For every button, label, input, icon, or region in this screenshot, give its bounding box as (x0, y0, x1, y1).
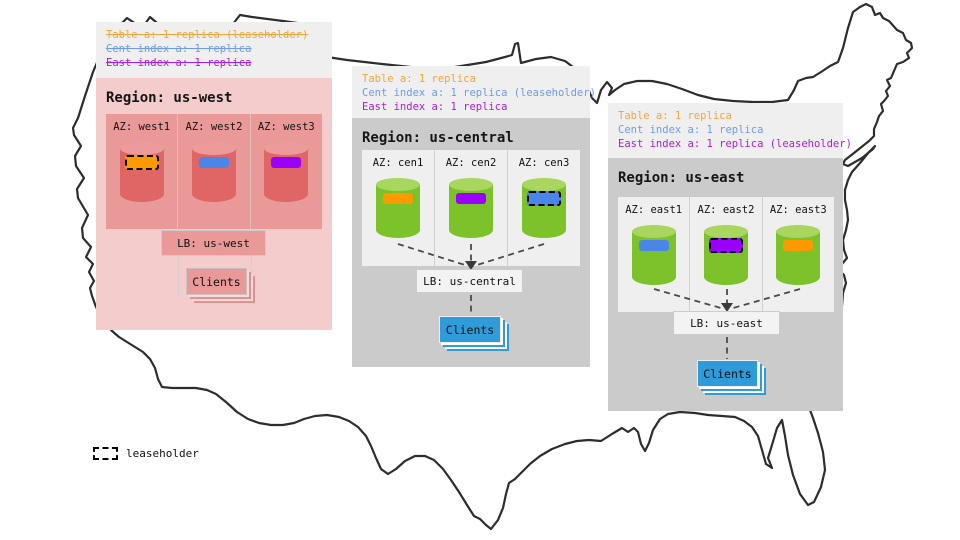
database-cylinder (191, 142, 236, 202)
annotation-line: East index a: 1 replica (leaseholder) (618, 138, 852, 150)
az-group-us-central: AZ: cen1 AZ: cen2 AZ: (362, 150, 580, 266)
cylinder-top (376, 178, 420, 191)
connector-line (251, 229, 252, 298)
legend: leaseholder (93, 447, 199, 460)
az-east2: AZ: east2 (689, 197, 761, 312)
annotation-line: East index a: 1 replica (106, 57, 252, 69)
replica-chip (638, 240, 669, 251)
cylinder-top (264, 142, 309, 155)
region-box-us-west: Region: us-west AZ: west1 AZ: west2 (96, 78, 332, 330)
replica-annotation-us-central: Table a: 1 replica Cent index a: 1 repli… (352, 66, 596, 118)
az-group-us-west: AZ: west1 AZ: west2 AZ (106, 114, 322, 229)
region-title: Region: us-east (618, 170, 745, 186)
az-west3: AZ: west3 (249, 114, 322, 229)
connector-line (178, 229, 179, 298)
az-label: AZ: west1 (113, 121, 171, 133)
replica-chip (383, 193, 413, 204)
database-cylinder (264, 142, 309, 202)
replica-chip (198, 157, 229, 168)
annotation-line: Table a: 1 replica (618, 110, 732, 122)
az-label: AZ: cen1 (372, 157, 424, 169)
az-west1: AZ: west1 (106, 114, 177, 229)
replica-chip (783, 240, 814, 251)
cylinder-top (522, 178, 566, 191)
cylinder-top (449, 178, 493, 191)
database-cylinder (776, 225, 821, 285)
az-west2: AZ: west2 (177, 114, 249, 229)
az-label: AZ: west3 (257, 121, 315, 133)
region-us-west: Table a: 1 replica (leaseholder) Cent in… (96, 22, 332, 330)
load-balancer-us-west: LB: us-west (161, 230, 266, 256)
leaseholder-replica-chip (708, 238, 743, 253)
region-us-central: Table a: 1 replica Cent index a: 1 repli… (352, 66, 596, 367)
leaseholder-replica-chip (527, 191, 561, 206)
database-cylinder (119, 142, 164, 202)
region-box-us-east: Region: us-east AZ: east1 AZ: east2 (608, 158, 843, 411)
region-us-east: Table a: 1 replica Cent index a: 1 repli… (608, 103, 852, 411)
az-label: AZ: cen2 (445, 157, 497, 169)
az-label: AZ: east1 (625, 204, 683, 216)
database-cylinder (631, 225, 676, 285)
annotation-line: Cent index a: 1 replica (618, 124, 764, 136)
leaseholder-swatch-icon (93, 447, 118, 460)
replica-annotation-us-west: Table a: 1 replica (leaseholder) Cent in… (96, 22, 332, 78)
az-cen1: AZ: cen1 (362, 150, 434, 266)
replica-chip (456, 193, 486, 204)
az-east1: AZ: east1 (618, 197, 689, 312)
az-label: AZ: west2 (185, 121, 243, 133)
az-label: AZ: east3 (769, 204, 827, 216)
az-cen3: AZ: cen3 (507, 150, 580, 266)
region-title: Region: us-central (362, 130, 514, 146)
legend-label: leaseholder (126, 447, 199, 460)
load-balancer-us-east: LB: us-east (673, 311, 780, 335)
cylinder-top (191, 142, 236, 155)
annotation-line: Table a: 1 replica (362, 73, 476, 85)
az-label: AZ: east2 (697, 204, 755, 216)
clients-box-us-east: Clients (697, 360, 758, 387)
clients-box-us-central: Clients (439, 316, 501, 343)
az-cen2: AZ: cen2 (434, 150, 507, 266)
annotation-line: Table a: 1 replica (leaseholder) (106, 29, 309, 41)
az-group-us-east: AZ: east1 AZ: east2 AZ (618, 197, 834, 312)
az-east3: AZ: east3 (761, 197, 834, 312)
load-balancer-us-central: LB: us-central (416, 269, 523, 293)
annotation-line: East index a: 1 replica (362, 101, 508, 113)
cylinder-top (776, 225, 821, 238)
cylinder-top (631, 225, 676, 238)
region-box-us-central: Region: us-central AZ: cen1 AZ: cen2 (352, 118, 590, 367)
database-cylinder (522, 178, 566, 238)
annotation-line: Cent index a: 1 replica (106, 43, 252, 55)
annotation-line: Cent index a: 1 replica (leaseholder) (362, 87, 596, 99)
replica-chip (271, 157, 302, 168)
region-title: Region: us-west (106, 90, 233, 106)
database-cylinder (376, 178, 420, 238)
leaseholder-replica-chip (124, 155, 159, 170)
replica-annotation-us-east: Table a: 1 replica Cent index a: 1 repli… (608, 103, 852, 158)
az-label: AZ: cen3 (518, 157, 570, 169)
database-cylinder (449, 178, 493, 238)
cylinder-top (119, 142, 164, 155)
cylinder-top (703, 225, 748, 238)
clients-box-us-west: Clients (186, 268, 247, 295)
database-cylinder (703, 225, 748, 285)
